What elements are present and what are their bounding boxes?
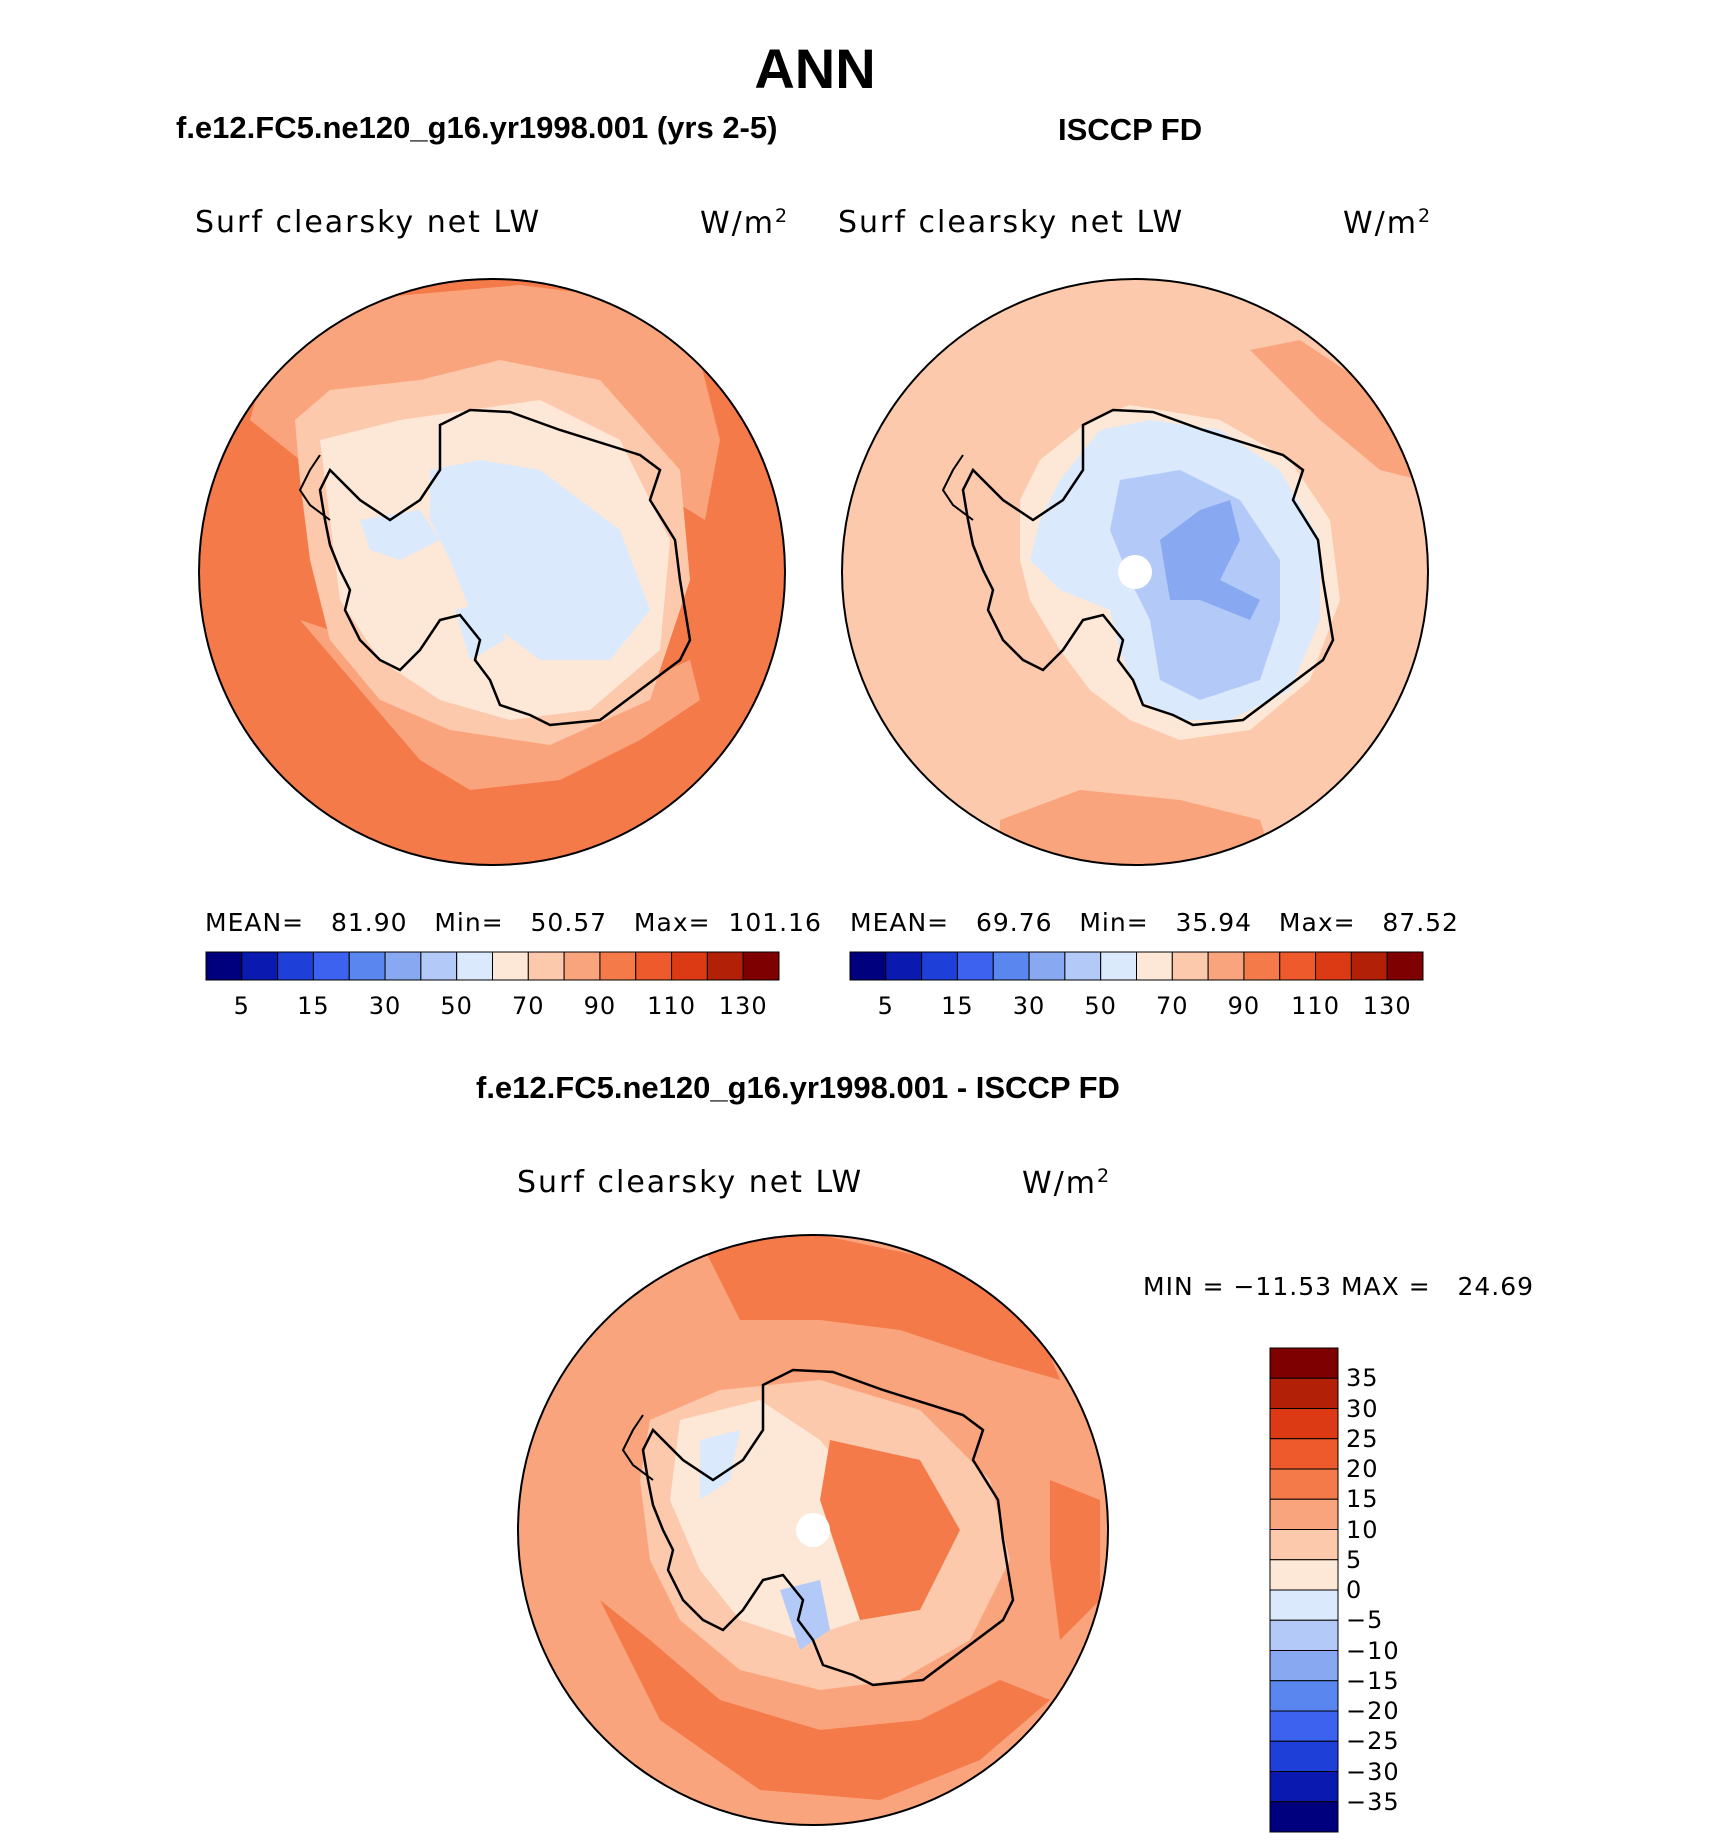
- figure-title: ANN: [754, 37, 876, 100]
- model-case-title: f.e12.FC5.ne120_g16.yr1998.001 (yrs 2-5): [176, 110, 778, 145]
- obs-colorbar-swatch: [1100, 951, 1137, 981]
- model-colorbar-swatch: [384, 951, 422, 981]
- obs-colorbar-tick-label: 50: [1084, 992, 1117, 1020]
- obs-stats: MEAN= 69.76 Min= 35.94 Max= 87.52: [850, 908, 1459, 937]
- difference-colorbar-swatch: [1269, 1619, 1339, 1651]
- model-colorbar-tick-label: 30: [368, 992, 402, 1020]
- obs-colorbar-swatch: [1386, 951, 1424, 981]
- difference-colorbar-tick-label: −20: [1346, 1697, 1400, 1725]
- difference-colorbar-swatch: [1269, 1529, 1339, 1561]
- model-colorbar-swatch: [706, 951, 744, 981]
- difference-colorbar-tick-label: 5: [1346, 1545, 1363, 1574]
- model-colorbar-tick-label: 15: [297, 992, 330, 1020]
- obs-colorbar-swatch: [1279, 951, 1317, 981]
- difference-colorbar-swatch: [1269, 1468, 1339, 1500]
- difference-polar-map: [517, 1234, 1109, 1826]
- model-polar-map: [198, 278, 786, 866]
- obs-colorbar-swatch: [885, 951, 923, 981]
- model-colorbar-swatch: [742, 951, 780, 981]
- model-colorbar-tick-label: 5: [233, 992, 250, 1020]
- difference-colorbar-tick-label: 15: [1346, 1485, 1379, 1514]
- obs-colorbar-swatch: [1171, 951, 1209, 981]
- difference-colorbar-tick-label: −25: [1346, 1727, 1400, 1756]
- obs-colorbar-swatch: [1136, 951, 1173, 981]
- difference-colorbar-tick-label: −35: [1346, 1787, 1400, 1816]
- difference-colorbar-swatch: [1269, 1408, 1339, 1440]
- obs-colorbar-swatch: [956, 951, 994, 981]
- model-colorbar-tick-label: 130: [718, 992, 768, 1020]
- model-colorbar-tick-label: 50: [440, 992, 473, 1020]
- obs-colorbar-swatch: [992, 951, 1030, 981]
- model-colorbar-tick-label: 90: [583, 992, 617, 1020]
- difference-colorbar-tick-label: −15: [1346, 1666, 1400, 1695]
- model-colorbar-swatch: [671, 951, 708, 981]
- model-colorbar-tick-label: 70: [512, 992, 545, 1020]
- obs-colorbar-swatch: [849, 951, 887, 981]
- model-colorbar-swatch: [241, 951, 279, 981]
- difference-colorbar-tick-label: 20: [1346, 1455, 1379, 1483]
- model-units-label: W/m2: [700, 205, 790, 241]
- difference-colorbar: [1269, 1347, 1339, 1833]
- difference-colorbar-swatch: [1269, 1559, 1339, 1591]
- model-stats: MEAN= 81.90 Min= 50.57 Max= 101.16: [205, 908, 822, 937]
- difference-colorbar-tick-label: −30: [1346, 1757, 1400, 1786]
- difference-units-label: W/m2: [1022, 1165, 1112, 1201]
- model-colorbar-swatch: [205, 951, 243, 981]
- obs-colorbar-tick-label: 5: [877, 992, 894, 1020]
- model-colorbar-swatch: [527, 951, 565, 981]
- difference-colorbar-tick-label: 10: [1346, 1515, 1379, 1544]
- difference-colorbar-tick-label: −10: [1346, 1636, 1400, 1665]
- obs-case-title: ISCCP FD: [1058, 112, 1203, 147]
- model-colorbar-swatch: [456, 951, 493, 981]
- difference-colorbar-swatch: [1269, 1347, 1339, 1379]
- model-colorbar-swatch: [277, 951, 314, 981]
- obs-colorbar-tick-label: 130: [1362, 992, 1412, 1020]
- obs-colorbar-swatch: [1028, 951, 1066, 981]
- obs-colorbar-tick-label: 15: [941, 992, 974, 1020]
- difference-colorbar-swatch: [1269, 1377, 1339, 1409]
- obs-polar-map: [841, 278, 1429, 866]
- difference-colorbar-tick-label: 30: [1346, 1394, 1379, 1423]
- obs-colorbar-swatch: [1207, 951, 1245, 981]
- model-colorbar-swatch: [599, 951, 637, 981]
- difference-colorbar-tick-label: 0: [1346, 1576, 1363, 1604]
- difference-colorbar-swatch: [1269, 1438, 1339, 1470]
- model-colorbar-swatch: [312, 951, 350, 981]
- difference-colorbar-tick-label: 35: [1346, 1364, 1379, 1393]
- difference-colorbar-swatch: [1269, 1740, 1339, 1772]
- model-colorbar-swatch: [563, 951, 601, 981]
- model-colorbar-swatch: [635, 951, 673, 981]
- obs-colorbar-swatch: [1243, 951, 1281, 981]
- obs-colorbar-tick-label: 110: [1291, 992, 1340, 1020]
- model-colorbar-swatch: [492, 951, 529, 981]
- difference-colorbar-swatch: [1269, 1710, 1339, 1742]
- obs-colorbar: [849, 951, 1424, 981]
- difference-variable-label: Surf clearsky net LW: [517, 1165, 864, 1200]
- obs-colorbar-swatch: [1064, 951, 1102, 981]
- difference-colorbar-tick-label: 25: [1346, 1424, 1379, 1453]
- difference-colorbar-swatch: [1269, 1801, 1339, 1833]
- difference-case-title: f.e12.FC5.ne120_g16.yr1998.001 - ISCCP F…: [476, 1070, 1120, 1105]
- difference-colorbar-swatch: [1269, 1650, 1339, 1682]
- obs-colorbar-swatch: [1350, 951, 1388, 981]
- model-variable-label: Surf clearsky net LW: [195, 205, 542, 240]
- difference-minmax: MIN = −11.53 MAX = 24.69: [1143, 1272, 1535, 1301]
- difference-colorbar-swatch: [1269, 1680, 1339, 1712]
- obs-colorbar-tick-label: 30: [1012, 992, 1046, 1020]
- model-colorbar-tick-label: 110: [647, 992, 696, 1020]
- difference-colorbar-swatch: [1269, 1498, 1339, 1530]
- obs-variable-label: Surf clearsky net LW: [838, 205, 1185, 240]
- obs-colorbar-swatch: [1315, 951, 1352, 981]
- model-colorbar-swatch: [420, 951, 458, 981]
- difference-colorbar-swatch: [1269, 1589, 1339, 1621]
- model-colorbar: [205, 951, 780, 981]
- difference-colorbar-tick-label: −5: [1346, 1606, 1384, 1635]
- model-colorbar-swatch: [348, 951, 386, 981]
- obs-colorbar-tick-label: 70: [1156, 992, 1189, 1020]
- obs-colorbar-tick-label: 90: [1227, 992, 1261, 1020]
- difference-colorbar-swatch: [1269, 1771, 1339, 1803]
- obs-colorbar-swatch: [921, 951, 958, 981]
- obs-units-label: W/m2: [1343, 205, 1433, 241]
